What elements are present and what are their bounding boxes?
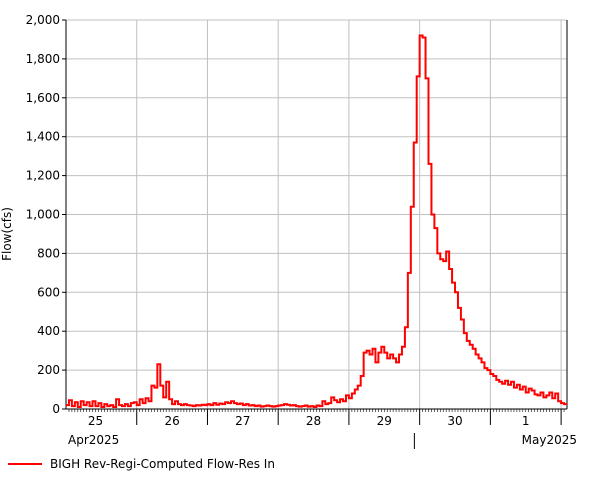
series-line: [66, 34, 567, 409]
flow-chart: 0 200 400 600 800 1,000 1,200 1,400 1,600 1,800 2,…: [0, 13, 577, 449]
y-tick-label: 1,200: [26, 169, 60, 183]
y-tick-label: 1,400: [26, 130, 60, 144]
x-day-label: 28: [306, 414, 321, 428]
x-day-label: 25: [88, 414, 103, 428]
x-day-label: 27: [235, 414, 250, 428]
y-tick-label: 1,800: [26, 52, 60, 66]
legend-swatch-line: [8, 463, 42, 465]
y-tick-label: 400: [37, 324, 60, 338]
y-tick-label: 0: [52, 402, 60, 416]
y-tick-label: 1,000: [26, 208, 60, 222]
x-axis-ticks: 25 26 27 28 29 30 1 Apr2025 May2025: [68, 409, 577, 449]
y-tick-label: 800: [37, 246, 60, 260]
x-month-label: May2025: [522, 433, 577, 447]
legend-label: BIGH Rev-Regi-Computed Flow-Res In: [50, 457, 275, 471]
y-tick-label: 1,600: [26, 91, 60, 105]
x-month-label: Apr2025: [68, 433, 119, 447]
x-day-label: 1: [522, 414, 530, 428]
chart-grid: [66, 19, 567, 409]
y-axis-label: Flow(cfs): [0, 207, 14, 261]
x-day-label: 30: [447, 414, 462, 428]
x-day-label: 26: [164, 414, 179, 428]
y-tick-label: 2,000: [26, 13, 60, 27]
y-axis-ticks: 0 200 400 600 800 1,000 1,200 1,400 1,600 1,800 2,…: [26, 13, 66, 416]
series-layer: [66, 34, 567, 409]
x-day-label: 29: [377, 414, 392, 428]
y-tick-label: 200: [37, 363, 60, 377]
y-tick-label: 600: [37, 285, 60, 299]
chart-legend: BIGH Rev-Regi-Computed Flow-Res In: [8, 456, 275, 472]
